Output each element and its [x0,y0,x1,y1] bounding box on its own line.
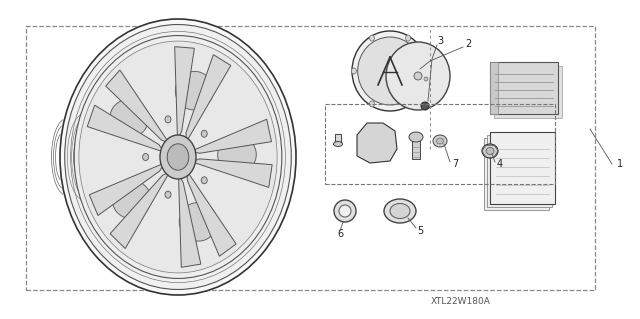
Ellipse shape [65,25,291,289]
Text: XTL22W180A: XTL22W180A [431,297,491,306]
Polygon shape [175,47,195,139]
Ellipse shape [165,191,171,198]
Polygon shape [191,119,271,153]
Text: 1: 1 [617,159,623,169]
Ellipse shape [369,35,374,41]
Bar [494,66,562,118]
Ellipse shape [218,136,256,174]
Bar [26,26,595,290]
Ellipse shape [433,135,447,147]
Polygon shape [179,174,201,267]
Ellipse shape [424,77,428,81]
Text: 4: 4 [497,159,503,169]
Ellipse shape [424,68,429,74]
Ellipse shape [333,142,342,146]
Ellipse shape [390,204,410,219]
Bar [335,134,341,144]
Ellipse shape [110,100,148,137]
Ellipse shape [175,71,213,110]
Ellipse shape [339,205,351,217]
Ellipse shape [374,129,382,137]
Text: 6: 6 [337,229,343,239]
Bar [490,62,498,114]
Polygon shape [192,159,272,188]
Ellipse shape [384,199,416,223]
Polygon shape [186,55,231,142]
Ellipse shape [113,181,150,219]
Text: 5: 5 [417,226,423,236]
Ellipse shape [160,135,196,179]
Bar [484,138,549,210]
Polygon shape [110,172,170,249]
Polygon shape [87,105,164,152]
Ellipse shape [201,130,207,137]
Ellipse shape [406,101,410,107]
Bar [412,139,420,159]
Ellipse shape [358,37,422,105]
Ellipse shape [482,144,498,158]
Bar [325,104,555,184]
Ellipse shape [406,35,410,41]
Ellipse shape [74,35,282,278]
Ellipse shape [179,203,217,241]
Polygon shape [357,123,397,163]
Ellipse shape [60,19,296,295]
Ellipse shape [436,138,444,144]
Bar [487,135,552,207]
Ellipse shape [379,142,387,150]
Ellipse shape [165,116,171,123]
Bar [490,132,555,204]
Ellipse shape [369,101,374,107]
Polygon shape [187,171,236,256]
Ellipse shape [366,145,374,153]
Text: 2: 2 [465,39,471,49]
Ellipse shape [421,102,429,110]
Text: 7: 7 [452,159,458,169]
Ellipse shape [167,144,189,170]
Ellipse shape [386,42,450,110]
Text: 3: 3 [437,36,443,46]
Ellipse shape [334,200,356,222]
Polygon shape [90,163,164,216]
Ellipse shape [414,72,422,80]
Ellipse shape [351,68,356,74]
Bar [490,132,555,204]
Polygon shape [106,70,169,143]
Ellipse shape [352,31,428,111]
Bar [490,62,558,114]
Ellipse shape [143,153,148,160]
Ellipse shape [486,147,494,154]
Ellipse shape [201,177,207,184]
Ellipse shape [79,41,277,273]
Ellipse shape [409,132,423,142]
